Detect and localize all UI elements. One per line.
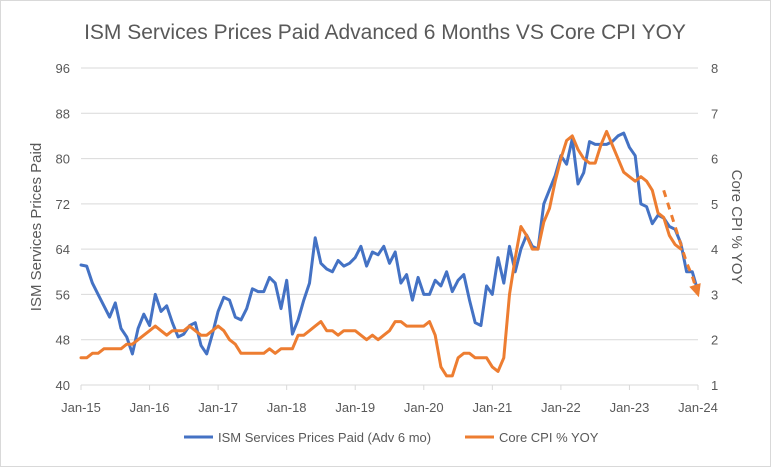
x-tick-label: Jan-20 <box>404 400 444 415</box>
x-tick-label: Jan-15 <box>61 400 101 415</box>
gridlines <box>81 67 698 341</box>
cpi-projection-line <box>662 189 700 295</box>
y-tick-label: 48 <box>56 333 70 348</box>
cpi-projection-arrowhead <box>689 283 701 298</box>
y2-tick-label: 5 <box>711 197 718 212</box>
y-tick-label: 88 <box>56 106 70 121</box>
y-axis-title: ISM Services Prices Paid <box>28 143 45 311</box>
ism-series-line <box>79 131 700 356</box>
x-tick-label: Jan-16 <box>130 400 170 415</box>
right-axis-ticks: 1 2 3 4 5 6 7 8 <box>711 61 718 393</box>
y-tick-label: 80 <box>56 152 70 167</box>
x-tick-label: Jan-19 <box>335 400 375 415</box>
y2-tick-label: 6 <box>711 152 718 167</box>
series-lines <box>79 129 701 378</box>
legend-label-cpi: Core CPI % YOY <box>499 430 599 445</box>
cpi-series-line <box>79 129 683 378</box>
legend-label-ism: ISM Services Prices Paid (Adv 6 mo) <box>218 430 431 445</box>
y2-axis-title: Core CPI % YOY <box>728 170 745 285</box>
y2-tick-label: 8 <box>711 61 718 76</box>
y2-tick-label: 3 <box>711 287 718 302</box>
x-axis-ticks: Jan-15 Jan-16 Jan-17 Jan-18 Jan-19 Jan-20 Jan-… <box>61 385 718 415</box>
chart-title: ISM Services Prices Paid Advanced 6 Mont… <box>84 21 686 44</box>
x-tick-label: Jan-17 <box>198 400 238 415</box>
y2-tick-label: 7 <box>711 106 718 121</box>
y-tick-label: 96 <box>56 61 70 76</box>
y-tick-label: 56 <box>56 287 70 302</box>
legend: ISM Services Prices Paid (Adv 6 mo) Core… <box>184 430 599 445</box>
y-tick-label: 64 <box>56 242 70 257</box>
x-tick-label: Jan-22 <box>541 400 581 415</box>
x-tick-label: Jan-18 <box>267 400 307 415</box>
y2-tick-label: 2 <box>711 333 718 348</box>
x-tick-label: Jan-21 <box>472 400 512 415</box>
x-tick-label: Jan-24 <box>678 400 718 415</box>
x-tick-label: Jan-23 <box>610 400 650 415</box>
y2-tick-label: 4 <box>711 242 718 257</box>
left-axis-ticks: 40 48 56 64 72 80 88 96 <box>56 61 70 393</box>
y-tick-label: 40 <box>56 378 70 393</box>
y2-tick-label: 1 <box>711 378 718 393</box>
y-tick-label: 72 <box>56 197 70 212</box>
